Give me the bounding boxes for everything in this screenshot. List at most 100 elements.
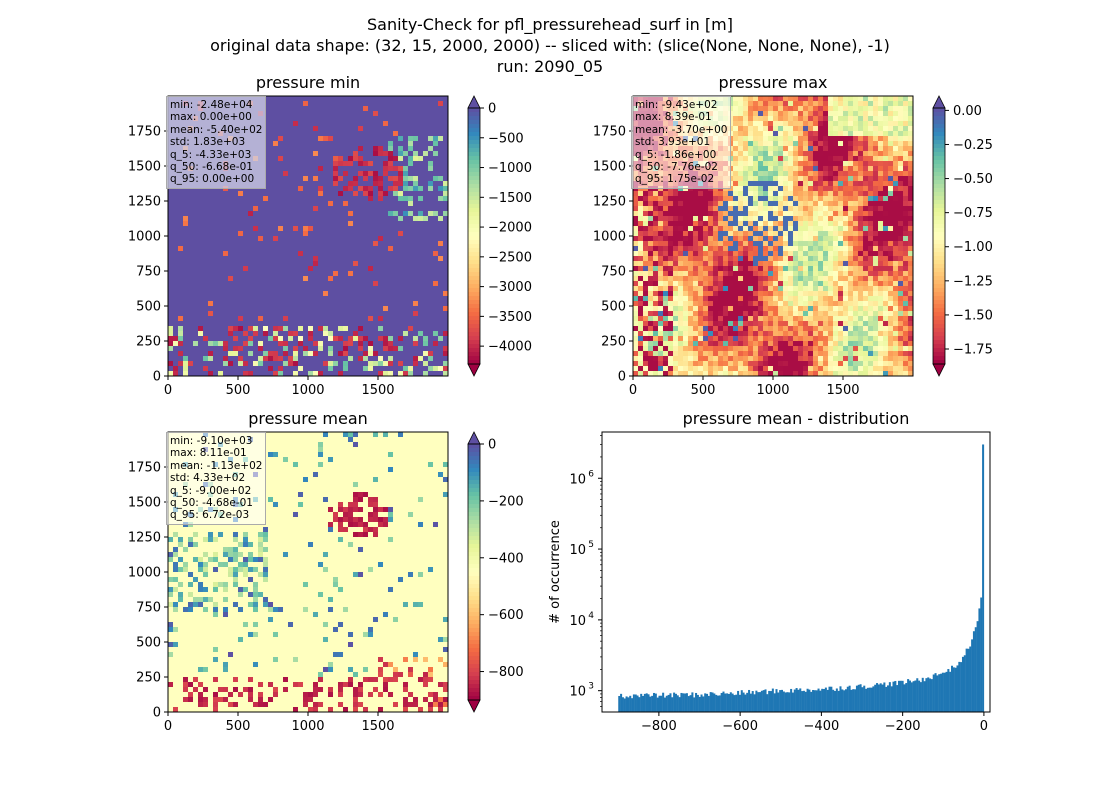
heatmap-cell [233, 316, 239, 322]
heatmap-cell [868, 191, 874, 197]
heatmap-cell [838, 121, 844, 127]
heatmap-cell [348, 226, 354, 232]
heatmap-cell [318, 361, 324, 367]
colorbar-extend-top [467, 95, 481, 109]
heatmap-cell [653, 221, 659, 227]
heatmap-cell [363, 156, 369, 162]
heatmap-cell [863, 166, 869, 172]
heatmap-cell [238, 361, 244, 367]
heatmap-cell [898, 106, 904, 112]
heatmap-cell [343, 131, 349, 137]
heatmap-cell [358, 161, 364, 167]
heatmap-cell [353, 311, 359, 317]
heatmap-cell [283, 186, 289, 192]
heatmap-cell [438, 116, 444, 122]
heatmap-cell [303, 271, 309, 277]
heatmap-cell [308, 186, 314, 192]
heatmap-cell [363, 206, 369, 212]
heatmap-cell [783, 181, 789, 187]
heatmap-cell [733, 201, 739, 207]
heatmap-cell [873, 216, 879, 222]
heatmap-cell [748, 201, 754, 207]
heatmap-cell [343, 211, 349, 217]
heatmap-cell [293, 196, 299, 202]
heatmap-cell [428, 311, 434, 317]
heatmap-cell [383, 116, 389, 122]
heatmap-cell [173, 251, 179, 257]
heatmap-cell [178, 341, 184, 347]
heatmap-cell [888, 146, 894, 152]
heatmap-cell [398, 261, 404, 267]
heatmap-cell [743, 211, 749, 217]
heatmap-cell [358, 136, 364, 142]
heatmap-cell [188, 361, 194, 367]
heatmap-cell [273, 146, 279, 152]
heatmap-cell [338, 161, 344, 167]
heatmap-cell [853, 226, 859, 232]
heatmap-cell [428, 166, 434, 172]
heatmap-cell [793, 156, 799, 162]
heatmap-cell [408, 111, 414, 117]
heatmap-cell [683, 241, 689, 247]
heatmap-cell [418, 316, 424, 322]
heatmap-cell [188, 351, 194, 357]
heatmap-cell [418, 311, 424, 317]
heatmap-cell [188, 306, 194, 312]
heatmap-cell [883, 221, 889, 227]
heatmap-cell [363, 111, 369, 117]
heatmap-cell [188, 271, 194, 277]
heatmap-cell [813, 236, 819, 242]
heatmap-cell [203, 366, 209, 372]
heatmap-cell [443, 211, 449, 217]
heatmap-cell [388, 326, 394, 332]
heatmap-cell [833, 101, 839, 107]
heatmap-cell [433, 286, 439, 292]
heatmap-cell [718, 226, 724, 232]
heatmap-cell [788, 131, 794, 137]
heatmap-cell [658, 236, 664, 242]
heatmap-cell [373, 241, 379, 247]
heatmap-cell [373, 331, 379, 337]
heatmap-cell [358, 316, 364, 322]
heatmap-cell [333, 101, 339, 107]
heatmap-cell [288, 121, 294, 127]
heatmap-cell [833, 161, 839, 167]
heatmap-cell [853, 111, 859, 117]
heatmap-cell [898, 231, 904, 237]
heatmap-cell [283, 216, 289, 222]
heatmap-cell [238, 231, 244, 237]
heatmap-cell [288, 296, 294, 302]
heatmap-cell [288, 261, 294, 267]
heatmap-cell [728, 216, 734, 222]
heatmap-cell [263, 336, 269, 342]
heatmap-cell [858, 136, 864, 142]
colorbar-segment [468, 188, 480, 193]
y-tick-label: 1750 [128, 125, 161, 140]
heatmap-cell [173, 236, 179, 242]
heatmap-cell [273, 271, 279, 277]
heatmap-cell [193, 341, 199, 347]
heatmap-cell [273, 166, 279, 172]
heatmap-cell [308, 311, 314, 317]
heatmap-cell [318, 186, 324, 192]
heatmap-cell [908, 196, 914, 202]
heatmap-cell [783, 151, 789, 157]
heatmap-cell [373, 201, 379, 207]
heatmap-cell [248, 326, 254, 332]
heatmap-cell [248, 366, 254, 372]
heatmap-cell [383, 291, 389, 297]
heatmap-cell [278, 341, 284, 347]
heatmap-cell [858, 231, 864, 237]
heatmap-cell [333, 331, 339, 337]
heatmap-cell [773, 101, 779, 107]
heatmap-cell [273, 106, 279, 112]
heatmap-cell [438, 156, 444, 162]
heatmap-cell [373, 286, 379, 292]
heatmap-cell [178, 241, 184, 247]
heatmap-cell [903, 246, 909, 252]
heatmap-cell [903, 171, 909, 177]
heatmap-cell [783, 221, 789, 227]
heatmap-cell [698, 211, 704, 217]
heatmap-cell [358, 196, 364, 202]
heatmap-cell [433, 326, 439, 332]
